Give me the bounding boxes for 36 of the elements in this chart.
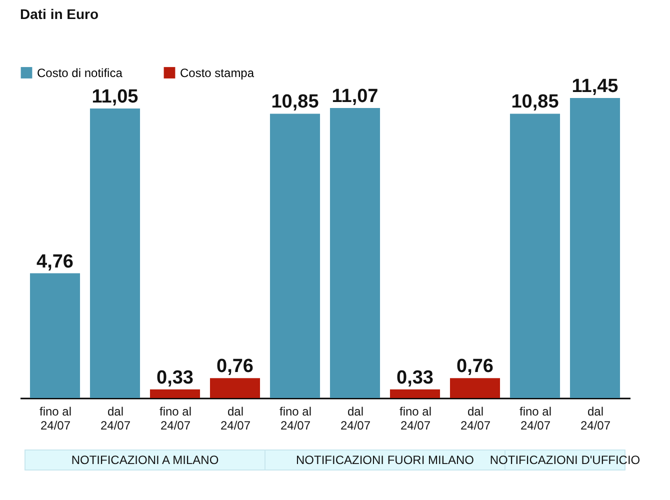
chart-title: Dati in Euro xyxy=(20,6,99,22)
data-label: 10,85 xyxy=(511,92,560,113)
bar xyxy=(90,108,140,398)
data-label: 0,76 xyxy=(216,356,254,378)
legend-label: Costo stampa xyxy=(180,66,254,80)
bar xyxy=(510,114,560,398)
text: NOTIFICAZIONI A MILANO xyxy=(71,453,219,467)
data-label: 11,07 xyxy=(332,86,378,107)
x-tick-label: fino al 24/07 xyxy=(519,404,552,432)
legend-label: Costo di notifica xyxy=(37,66,123,80)
x-tick-label: dal 24/07 xyxy=(580,404,611,432)
data-label: 0,33 xyxy=(396,367,434,388)
x-tick-label: dal 24/07 xyxy=(100,404,131,432)
bar xyxy=(330,108,380,398)
bar xyxy=(570,98,620,398)
x-tick-label: dal 24/07 xyxy=(220,404,251,432)
bar xyxy=(210,378,260,398)
data-label: 0,33 xyxy=(156,367,194,388)
data-label: 10,85 xyxy=(271,92,320,113)
bar xyxy=(150,389,200,398)
data-label: 11,05 xyxy=(92,86,139,108)
bar xyxy=(30,273,80,398)
x-tick-label: fino al 24/07 xyxy=(399,404,432,432)
x-tick-label: dal 24/07 xyxy=(460,404,491,432)
text: NOTIFICAZIONI FUORI MILANO xyxy=(296,453,474,467)
x-tick-label: fino al 24/07 xyxy=(279,404,312,432)
data-label: 0,76 xyxy=(456,356,494,378)
x-tick-label: fino al 24/07 xyxy=(159,404,192,432)
text: NOTIFICAZIONI D'UFFICIO xyxy=(490,453,640,467)
x-tick-label: fino al 24/07 xyxy=(39,404,72,432)
bar xyxy=(390,389,440,398)
x-tick-label: dal 24/07 xyxy=(340,404,371,432)
data-label: 11,45 xyxy=(572,76,619,97)
bar xyxy=(450,378,500,398)
data-label: 4,76 xyxy=(36,251,74,272)
bar xyxy=(270,114,320,398)
